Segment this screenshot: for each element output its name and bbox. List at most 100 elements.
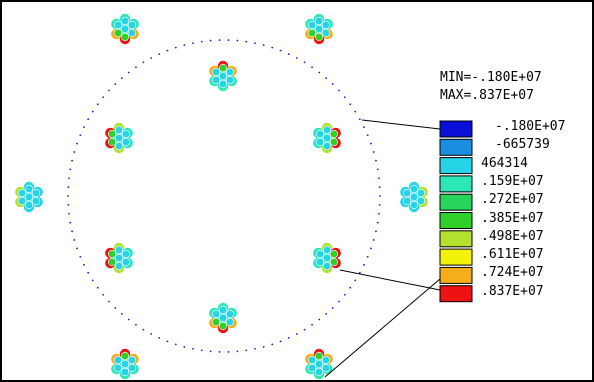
wire-section — [322, 261, 332, 271]
wire-section — [211, 317, 221, 327]
boundary-dot — [325, 312, 328, 315]
legend-swatch — [439, 157, 473, 175]
boundary-dot — [331, 306, 334, 309]
boundary-dot — [87, 118, 90, 121]
wire-section — [113, 20, 123, 30]
wire-section — [409, 200, 419, 210]
boundary-dot — [303, 328, 306, 331]
boundary-dot — [358, 118, 361, 121]
wire-section — [114, 261, 124, 271]
boundary-dot — [83, 126, 85, 129]
wire-section — [107, 249, 117, 259]
wire-section — [402, 188, 412, 198]
boundary-dot — [76, 142, 78, 145]
boundary-dot — [68, 177, 70, 180]
boundary-dot — [102, 96, 105, 99]
wire-section — [402, 196, 412, 206]
boundary-dot — [73, 151, 76, 153]
wire-section — [329, 249, 339, 259]
legend-swatch — [439, 138, 473, 156]
boundary-dot — [183, 345, 186, 348]
wire-section — [329, 257, 339, 267]
leader-line — [361, 119, 441, 130]
wire-section — [121, 129, 131, 139]
wire-section — [24, 192, 34, 202]
boundary-dot — [287, 337, 290, 339]
wire-section — [120, 16, 130, 26]
boundary-dot — [91, 279, 94, 282]
boundary-dot — [366, 134, 369, 137]
boundary-dot — [96, 103, 99, 106]
wire-section — [315, 249, 325, 259]
wire-section — [107, 137, 117, 147]
boundary-dot — [218, 39, 221, 41]
strand-cluster — [305, 348, 333, 380]
boundary-dot — [287, 53, 290, 55]
legend-min-label: MIN=-.180E+07 — [440, 70, 542, 85]
boundary-dot — [158, 53, 161, 55]
boundary-dot — [245, 40, 248, 43]
wire-section — [120, 351, 130, 361]
boundary-dot — [372, 151, 375, 153]
strand-cluster — [111, 348, 139, 380]
legend-value-label: .272E+07 — [481, 192, 544, 208]
strand-cluster — [209, 302, 237, 334]
boundary-dot — [209, 39, 212, 42]
legend-swatch — [439, 230, 473, 248]
wire-section — [24, 184, 34, 194]
boundary-dot — [370, 142, 372, 145]
legend-value-label: .385E+07 — [481, 210, 544, 226]
strand-cluster — [313, 122, 341, 154]
wire-section — [315, 129, 325, 139]
leader-line — [324, 278, 441, 378]
boundary-dot — [279, 49, 282, 52]
boundary-dot — [376, 221, 379, 224]
boundary-dot — [114, 83, 117, 86]
wire-section — [218, 305, 228, 315]
boundary-dot — [183, 44, 186, 47]
legend-swatch — [439, 175, 473, 193]
boundary-dot — [354, 110, 357, 113]
legend-swatch — [439, 248, 473, 266]
wire-section — [107, 257, 117, 267]
legend-value-label: .724E+07 — [481, 265, 544, 281]
legend-swatch — [439, 120, 473, 138]
wire-section — [114, 245, 124, 255]
boundary-dot — [67, 186, 70, 188]
boundary-dot — [192, 42, 194, 45]
wire-section — [409, 184, 419, 194]
boundary-dot — [372, 239, 375, 241]
wire-section — [127, 363, 137, 373]
wire-section — [329, 137, 339, 147]
wire-section — [113, 363, 123, 373]
leader-line — [339, 269, 441, 291]
wire-section — [307, 363, 317, 373]
wire-section — [120, 359, 130, 369]
wire-section — [218, 321, 228, 331]
boundary-dot — [236, 350, 239, 353]
wire-section — [314, 16, 324, 26]
boundary-dot — [311, 323, 313, 326]
boundary-dot — [343, 96, 346, 99]
wire-section — [127, 20, 137, 30]
legend-swatch — [439, 212, 473, 229]
boundary-dot — [120, 77, 123, 80]
boundary-dot — [236, 39, 239, 42]
boundary-dot — [338, 89, 340, 92]
boundary-dot — [87, 271, 90, 274]
boundary-dot — [311, 66, 313, 69]
wire-section — [314, 24, 324, 34]
boundary-dot — [378, 212, 380, 215]
boundary-dot — [378, 186, 381, 188]
wire-section — [31, 196, 41, 206]
boundary-dot — [295, 57, 298, 59]
boundary-dot — [227, 39, 230, 41]
boundary-dot — [142, 61, 145, 64]
wire-section — [314, 32, 324, 42]
wire-section — [127, 28, 137, 38]
wire-section — [314, 351, 324, 361]
wire-section — [321, 20, 331, 30]
boundary-dot — [174, 343, 177, 346]
